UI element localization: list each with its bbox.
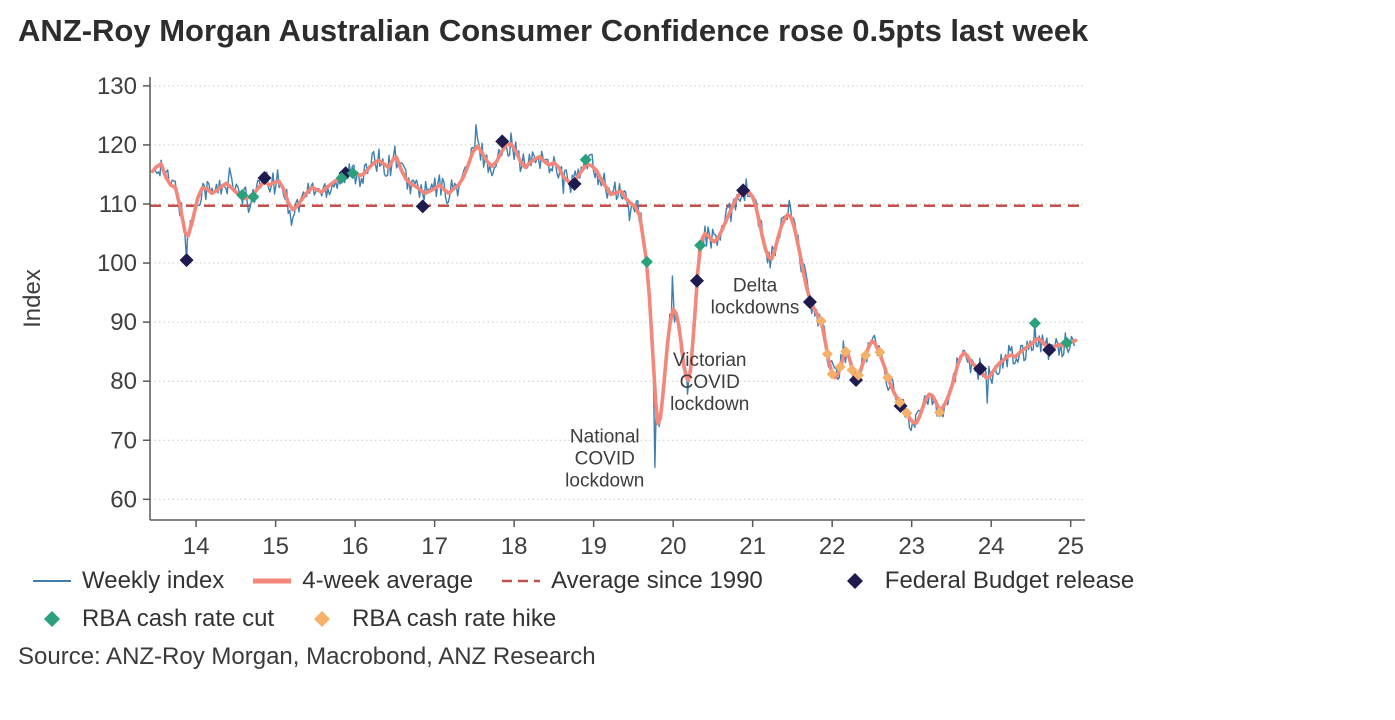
rba-cash-rate-hike-swatch-icon: [314, 610, 331, 627]
federal-budget-release-markers: [179, 134, 1057, 413]
x-tick-label: 21: [739, 533, 766, 560]
rba-cash-rate-hike-diamond-icon: [826, 368, 838, 380]
rba-cash-rate-cut-diamond-icon: [335, 171, 348, 184]
weekly-index-line: [151, 123, 1076, 468]
rba-cash-rate-hike-diamond-icon: [852, 369, 864, 381]
y-axis-label: Index: [19, 269, 46, 328]
x-tick-label: 24: [978, 533, 1005, 560]
legend-item-weekly-index: Weekly index: [30, 567, 224, 595]
legend-item-federal-budget-release: Federal Budget release: [833, 566, 1135, 595]
annotation-delta-lockdowns: Delta lockdowns: [711, 275, 800, 318]
rba-cash-rate-hike-diamond-icon: [874, 346, 886, 358]
legend-label-federal-budget-release: Federal Budget release: [884, 566, 1135, 594]
page-title: ANZ-Roy Morgan Australian Consumer Confi…: [18, 13, 1089, 48]
legend-label-weekly-index: Weekly index: [82, 566, 225, 594]
federal-budget-release-diamond-icon: [495, 134, 510, 149]
federal-budget-release-diamond-icon: [338, 166, 353, 181]
federal-budget-release-diamond-icon: [567, 176, 582, 191]
federal-budget-release-diamond-icon: [415, 199, 430, 214]
rba-cash-rate-hike-diamond-icon: [934, 406, 946, 418]
legend-label-rba-cash-rate-cut: RBA cash rate cut: [82, 604, 275, 632]
rba-cash-rate-hike-diamond-icon: [860, 349, 872, 361]
rba-cash-rate-cut-diamond-icon: [1060, 336, 1073, 349]
x-tick-label: 25: [1057, 533, 1084, 560]
rba-cash-rate-hike-diamond-icon: [894, 396, 906, 408]
x-tick-label: 15: [262, 533, 289, 560]
rba-cash-rate-cut-diamond-icon: [640, 255, 653, 268]
rba-cash-rate-hike-diamond-icon: [882, 371, 894, 383]
y-tick-label: 120: [97, 132, 137, 159]
rba-cash-rate-cut-diamond-icon: [346, 167, 359, 180]
rba-cash-rate-hike-diamond-icon: [314, 610, 331, 627]
x-tick-label: 19: [580, 533, 607, 560]
legend-label-average-since-1990: Average since 1990: [551, 566, 763, 594]
x-tick-label: 22: [819, 533, 846, 560]
x-tick-label: 20: [660, 533, 687, 560]
y-tick-label: 80: [110, 368, 137, 395]
x-tick-label: 17: [421, 533, 448, 560]
federal-budget-release-diamond-icon: [973, 361, 988, 376]
federal-budget-release-diamond-icon: [257, 170, 272, 185]
rba-cash-rate-hike-diamond-icon: [840, 345, 852, 357]
x-tick-label: 14: [183, 533, 210, 560]
federal-budget-release-diamond-icon: [1042, 342, 1057, 357]
rba-cash-rate-hike-markers: [815, 315, 946, 419]
legend-item-average-since-1990: Average since 1990: [499, 567, 763, 595]
y-tick-label: 90: [110, 309, 137, 336]
source-attribution: Source: ANZ-Roy Morgan, Macrobond, ANZ R…: [18, 642, 596, 670]
legend-label-rba-cash-rate-hike: RBA cash rate hike: [352, 604, 557, 632]
legend-row-1: Weekly index 4-week average Average since …: [30, 567, 1395, 595]
x-tick-label: 16: [342, 533, 369, 560]
rba-cash-rate-cut-markers: [236, 153, 1073, 349]
federal-budget-release-diamond-icon: [690, 273, 705, 288]
y-tick-label: 130: [97, 73, 137, 100]
average-since-1990-swatch-icon: [502, 579, 541, 582]
federal-budget-release-diamond-icon: [179, 252, 194, 267]
rba-cash-rate-hike-diamond-icon: [834, 361, 846, 373]
rba-cash-rate-cut-diamond-icon: [236, 188, 249, 201]
federal-budget-release-swatch-icon: [846, 572, 863, 589]
federal-budget-release-diamond-icon: [736, 183, 751, 198]
y-tick-label: 100: [97, 250, 137, 277]
weekly-index-swatch-icon: [33, 579, 71, 582]
rba-cash-rate-hike-diamond-icon: [846, 364, 858, 376]
legend-item-rba-cash-rate-cut: RBA cash rate cut: [30, 605, 274, 633]
x-tick-label: 18: [501, 533, 528, 560]
rba-cash-rate-hike-diamond-icon: [815, 315, 827, 327]
x-tick-label: 23: [898, 533, 925, 560]
federal-budget-release-diamond-icon: [802, 294, 817, 309]
rba-cash-rate-cut-diamond-icon: [44, 610, 60, 627]
rba-cash-rate-cut-swatch-icon: [44, 610, 60, 627]
rba-cash-rate-cut-diamond-icon: [579, 153, 592, 166]
rba-cash-rate-hike-diamond-icon: [901, 407, 913, 419]
chart-legend: Weekly index 4-week average Average since …: [30, 567, 1395, 633]
rba-cash-rate-cut-diamond-icon: [247, 190, 260, 203]
annotation-national-covid-lockdown: National COVID lockdown: [565, 426, 644, 491]
y-tick-label: 110: [99, 191, 137, 218]
4-week-average-swatch-icon: [253, 578, 292, 584]
legend-item-4-week-average: 4-week average: [250, 567, 473, 595]
gridlines: [150, 85, 1085, 500]
federal-budget-release-diamond-icon: [846, 572, 863, 589]
y-tick-label: 60: [110, 486, 137, 513]
y-tick-label: 70: [110, 427, 137, 454]
rba-cash-rate-hike-diamond-icon: [821, 348, 833, 360]
legend-row-2: RBA cash rate cut RBA cash rate hike: [30, 605, 1395, 633]
rba-cash-rate-cut-diamond-icon: [694, 239, 707, 252]
legend-label-4-week-average: 4-week average: [302, 566, 474, 594]
rba-cash-rate-cut-diamond-icon: [1028, 317, 1041, 330]
legend-item-rba-cash-rate-hike: RBA cash rate hike: [300, 605, 556, 633]
consumer-confidence-chart: National COVID lockdown Victorian COVID lockd…: [19, 73, 1085, 560]
annotation-victorian-covid-lockdown: Victorian COVID lockdown: [670, 350, 749, 415]
